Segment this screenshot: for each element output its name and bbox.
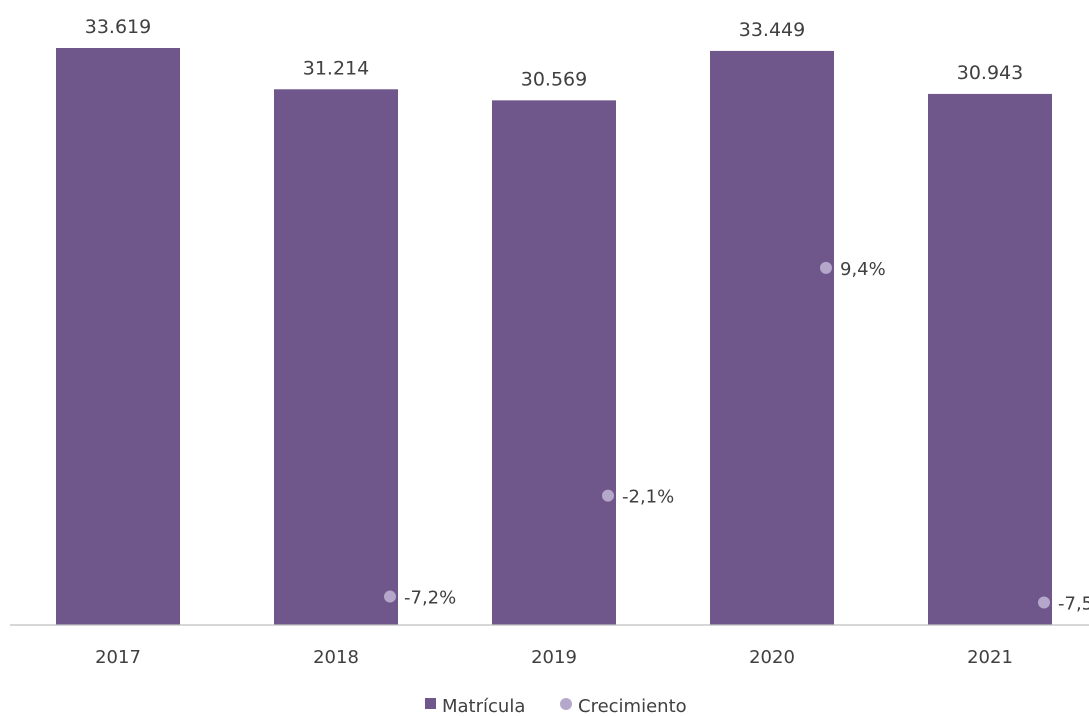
bar-label-2017: 33.619 <box>85 16 151 38</box>
growth-point-2020 <box>820 261 832 274</box>
legend-swatch-crecimiento <box>560 698 572 710</box>
bar-2021 <box>928 93 1052 625</box>
growth-label-2021: -7,5% <box>1058 594 1089 615</box>
bar-series-matricula <box>56 48 1052 626</box>
growth-point-2019 <box>602 489 614 502</box>
x-tick-2018: 2018 <box>313 647 359 668</box>
growth-point-2018 <box>384 590 396 603</box>
bar-2018 <box>274 89 398 626</box>
bar-2019 <box>492 100 616 626</box>
x-tick-2020: 2020 <box>749 647 795 668</box>
legend-swatch-matricula <box>425 698 436 709</box>
x-axis-tick-labels: 2017 2018 2019 2020 2021 <box>95 647 1013 668</box>
legend: Matrícula Crecimiento <box>425 696 687 716</box>
bar-label-2018: 31.214 <box>303 57 369 79</box>
scatter-data-labels: -7,2% -2,1% 9,4% -7,5% <box>404 259 1089 615</box>
growth-label-2018: -7,2% <box>404 588 456 609</box>
bar-label-2021: 30.943 <box>957 62 1023 84</box>
bar-2020 <box>710 50 834 625</box>
bar-label-2019: 30.569 <box>521 68 587 90</box>
scatter-series-crecimiento <box>384 261 1050 609</box>
x-tick-2021: 2021 <box>967 647 1013 668</box>
legend-label-crecimiento: Crecimiento <box>578 696 687 716</box>
x-tick-2019: 2019 <box>531 647 577 668</box>
growth-point-2021 <box>1038 596 1050 609</box>
legend-label-matricula: Matrícula <box>442 696 525 716</box>
growth-label-2019: -2,1% <box>622 487 674 508</box>
bar-data-labels: 33.619 31.214 30.569 33.449 30.943 <box>85 16 1023 90</box>
bar-label-2020: 33.449 <box>739 19 805 41</box>
growth-label-2020: 9,4% <box>840 259 886 280</box>
x-tick-2017: 2017 <box>95 647 141 668</box>
bar-2017 <box>56 48 180 625</box>
